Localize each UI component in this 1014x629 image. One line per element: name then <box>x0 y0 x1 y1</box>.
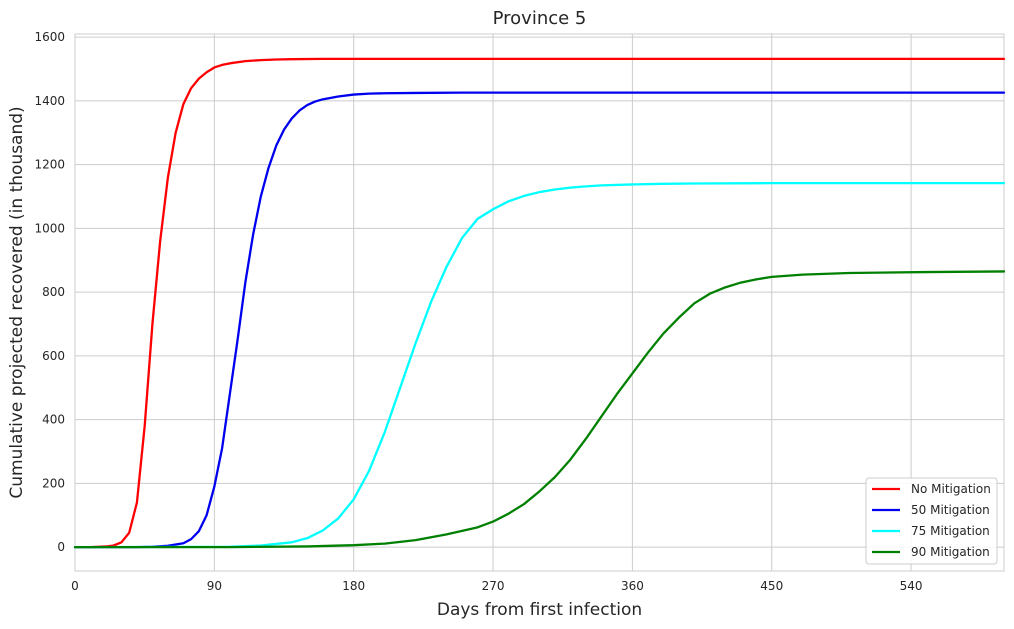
y-tick-label: 600 <box>42 349 65 363</box>
x-tick-label: 360 <box>621 579 644 593</box>
y-tick-labels: 0 200 400 600 800 1000 1200 1400 1600 <box>34 30 65 554</box>
series-line-50-mitigation <box>73 91 1006 549</box>
chart-title: Province 5 <box>493 8 587 29</box>
legend-label: 75 Mitigation <box>911 524 990 538</box>
x-tick-label: 90 <box>207 579 222 593</box>
legend-label: No Mitigation <box>911 482 991 496</box>
y-tick-label: 0 <box>57 540 65 554</box>
x-tick-label: 540 <box>900 579 923 593</box>
x-tick-label: 450 <box>760 579 783 593</box>
legend-box <box>865 477 998 565</box>
y-tick-label: 1000 <box>34 221 65 235</box>
y-tick-label: 1400 <box>34 94 65 108</box>
x-tick-label: 180 <box>342 579 365 593</box>
plot-area <box>74 33 1005 572</box>
y-tick-label: 1600 <box>34 30 65 44</box>
x-tick-label: 270 <box>482 579 505 593</box>
x-axis-label: Days from first infection <box>437 600 642 620</box>
series-line-75-mitigation <box>73 182 1006 549</box>
series-line-no-mitigation <box>73 57 1006 549</box>
y-axis-label: Cumulative projected recovered (in thous… <box>7 106 27 498</box>
series-line-90-mitigation <box>73 270 1006 549</box>
x-tick-label: 0 <box>71 579 79 593</box>
series-lines <box>73 57 1006 549</box>
legend-label: 50 Mitigation <box>911 503 990 517</box>
y-tick-label: 400 <box>42 413 65 427</box>
x-tick-labels: 0 90 180 270 360 450 540 <box>71 579 922 593</box>
legend: No Mitigation 50 Mitigation 75 Mitigation 9… <box>865 477 998 565</box>
y-tick-label: 800 <box>42 285 65 299</box>
legend-label: 90 Mitigation <box>911 545 990 559</box>
y-tick-label: 200 <box>42 476 65 490</box>
y-tick-label: 1200 <box>34 158 65 172</box>
